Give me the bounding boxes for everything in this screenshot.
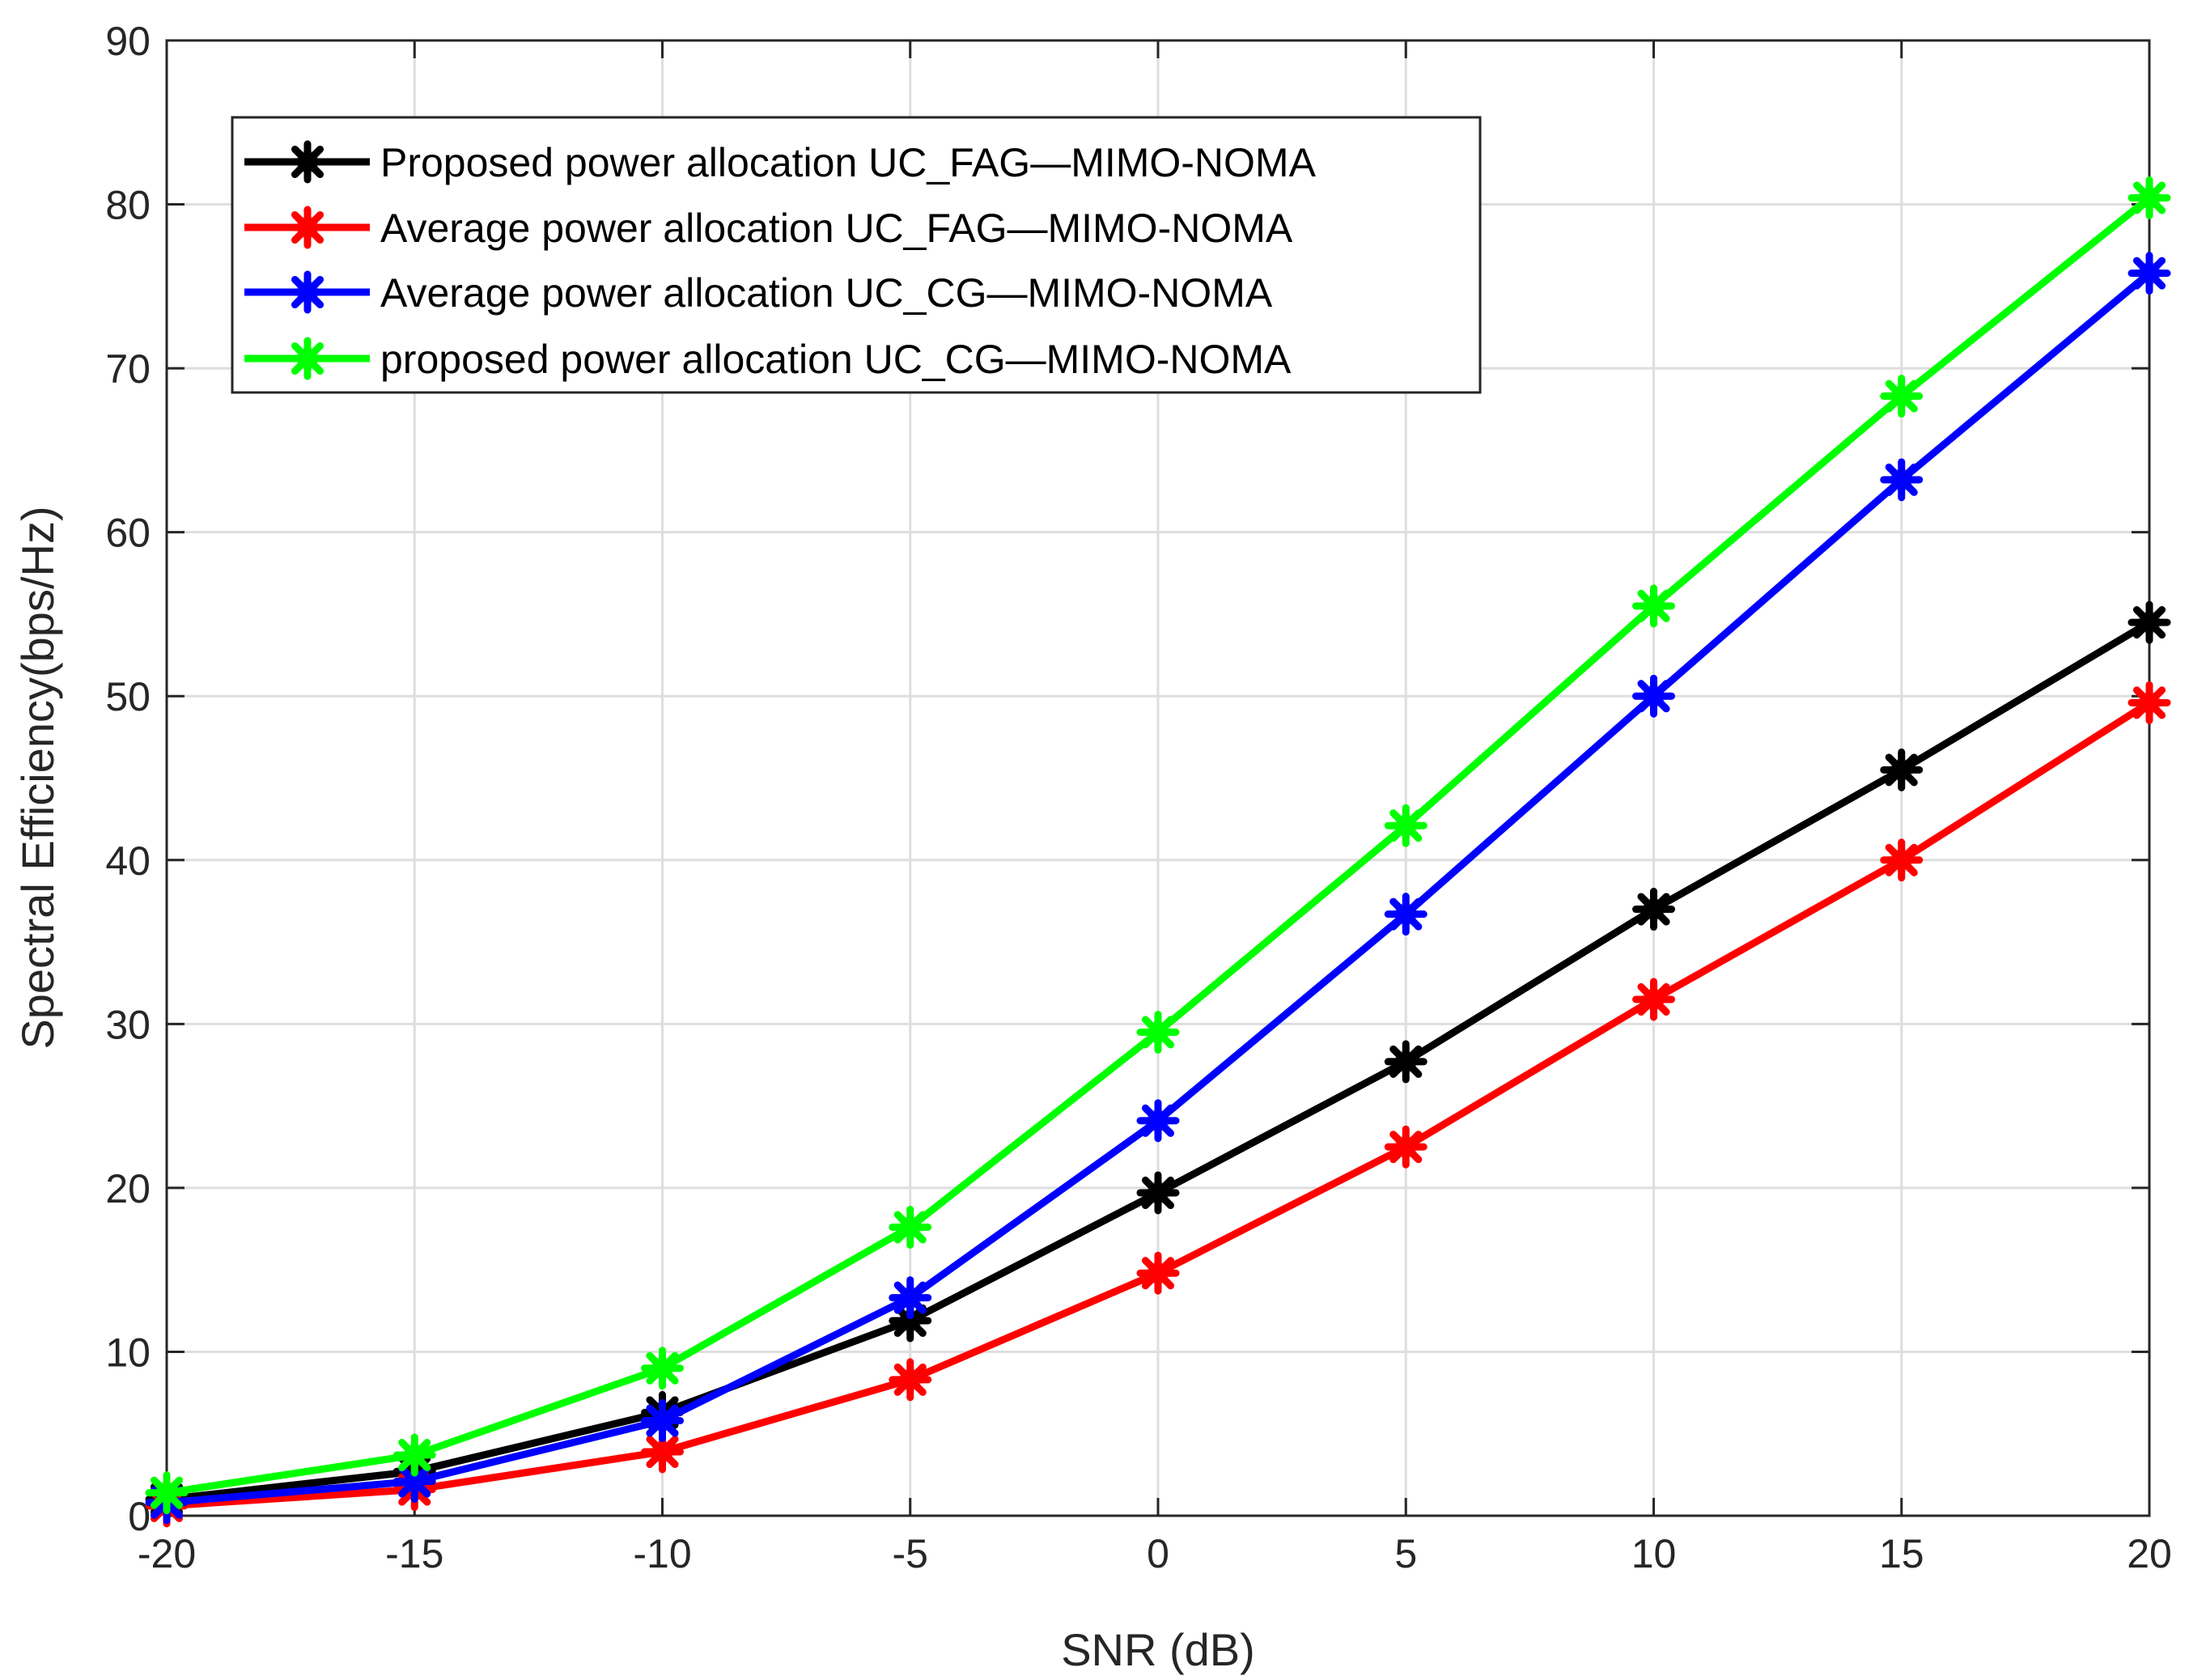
legend-box xyxy=(231,116,1482,394)
y-tick-label: 90 xyxy=(105,19,151,64)
legend-item: proposed power allocation UC_CG—MIMO-NOM… xyxy=(244,337,1292,382)
data-point xyxy=(1384,804,1428,847)
x-tick-label: 10 xyxy=(1631,1531,1677,1576)
data-point xyxy=(1384,893,1428,936)
x-tick-label: -10 xyxy=(633,1531,691,1576)
data-point xyxy=(889,1299,932,1343)
legend-marker xyxy=(286,140,329,184)
data-point xyxy=(889,1206,932,1249)
legend-item: Average power allocation UC_FAG—MIMO-NOM… xyxy=(244,206,1293,251)
y-tick-label: 40 xyxy=(105,838,151,884)
y-tick-label: 30 xyxy=(105,1002,151,1047)
legend-label: Average power allocation UC_FAG—MIMO-NOM… xyxy=(380,206,1293,251)
x-tick-label: -5 xyxy=(893,1531,928,1576)
data-point xyxy=(392,1433,436,1477)
y-tick-label: 10 xyxy=(105,1330,151,1375)
data-point xyxy=(2127,600,2171,644)
data-point xyxy=(1880,748,1924,791)
data-point xyxy=(2127,681,2171,724)
data-point xyxy=(1632,888,1675,931)
legend-marker xyxy=(286,270,329,314)
y-axis-label: Spectral Efficiency(bps/Hz) xyxy=(12,506,63,1049)
data-point xyxy=(1880,375,1924,418)
y-tick-label: 80 xyxy=(105,183,151,228)
y-tick-label: 20 xyxy=(105,1166,151,1211)
data-point xyxy=(1632,978,1675,1021)
data-point xyxy=(1136,1251,1180,1295)
series-4 xyxy=(145,176,2171,1515)
x-axis-label: SNR (dB) xyxy=(1061,1624,1255,1675)
y-tick-label: 60 xyxy=(105,511,151,556)
y-tick-label: 50 xyxy=(105,674,151,719)
legend-label: proposed power allocation UC_CG—MIMO-NOM… xyxy=(380,337,1292,382)
data-point xyxy=(1136,1010,1180,1054)
x-tick-label: -15 xyxy=(385,1531,443,1576)
legend-marker xyxy=(286,337,329,380)
x-tick-label: 5 xyxy=(1394,1531,1417,1576)
x-tick-label: 20 xyxy=(2127,1531,2172,1576)
legend-item: Proposed power allocation UC_FAG—MIMO-NO… xyxy=(244,140,1317,185)
data-point xyxy=(1880,838,1924,882)
legend-marker xyxy=(286,206,329,249)
data-point xyxy=(641,1399,684,1443)
data-point xyxy=(1136,1171,1180,1215)
data-point xyxy=(1632,584,1675,628)
legend-item: Average power allocation UC_CG—MIMO-NOMA xyxy=(244,270,1273,316)
data-point xyxy=(1384,1125,1428,1169)
data-point xyxy=(2127,176,2171,219)
data-point xyxy=(1136,1099,1180,1143)
x-tick-label: 15 xyxy=(1879,1531,1924,1576)
data-point xyxy=(1632,674,1675,718)
data-point xyxy=(1880,458,1924,502)
data-point xyxy=(889,1358,932,1402)
data-point xyxy=(889,1276,932,1320)
data-point xyxy=(641,1430,684,1474)
x-tick-label: 0 xyxy=(1147,1531,1169,1576)
legend: Proposed power allocation UC_FAG—MIMO-NO… xyxy=(231,116,1482,394)
data-point xyxy=(145,1471,189,1515)
legend-label: Proposed power allocation UC_FAG—MIMO-NO… xyxy=(380,140,1317,185)
legend-label: Average power allocation UC_CG—MIMO-NOMA xyxy=(380,270,1273,316)
data-point xyxy=(641,1347,684,1390)
data-point xyxy=(1384,1040,1428,1084)
series xyxy=(145,176,2171,1528)
x-tick-label: -20 xyxy=(138,1531,196,1576)
data-point xyxy=(2127,252,2171,295)
y-tick-label: 70 xyxy=(105,346,151,392)
